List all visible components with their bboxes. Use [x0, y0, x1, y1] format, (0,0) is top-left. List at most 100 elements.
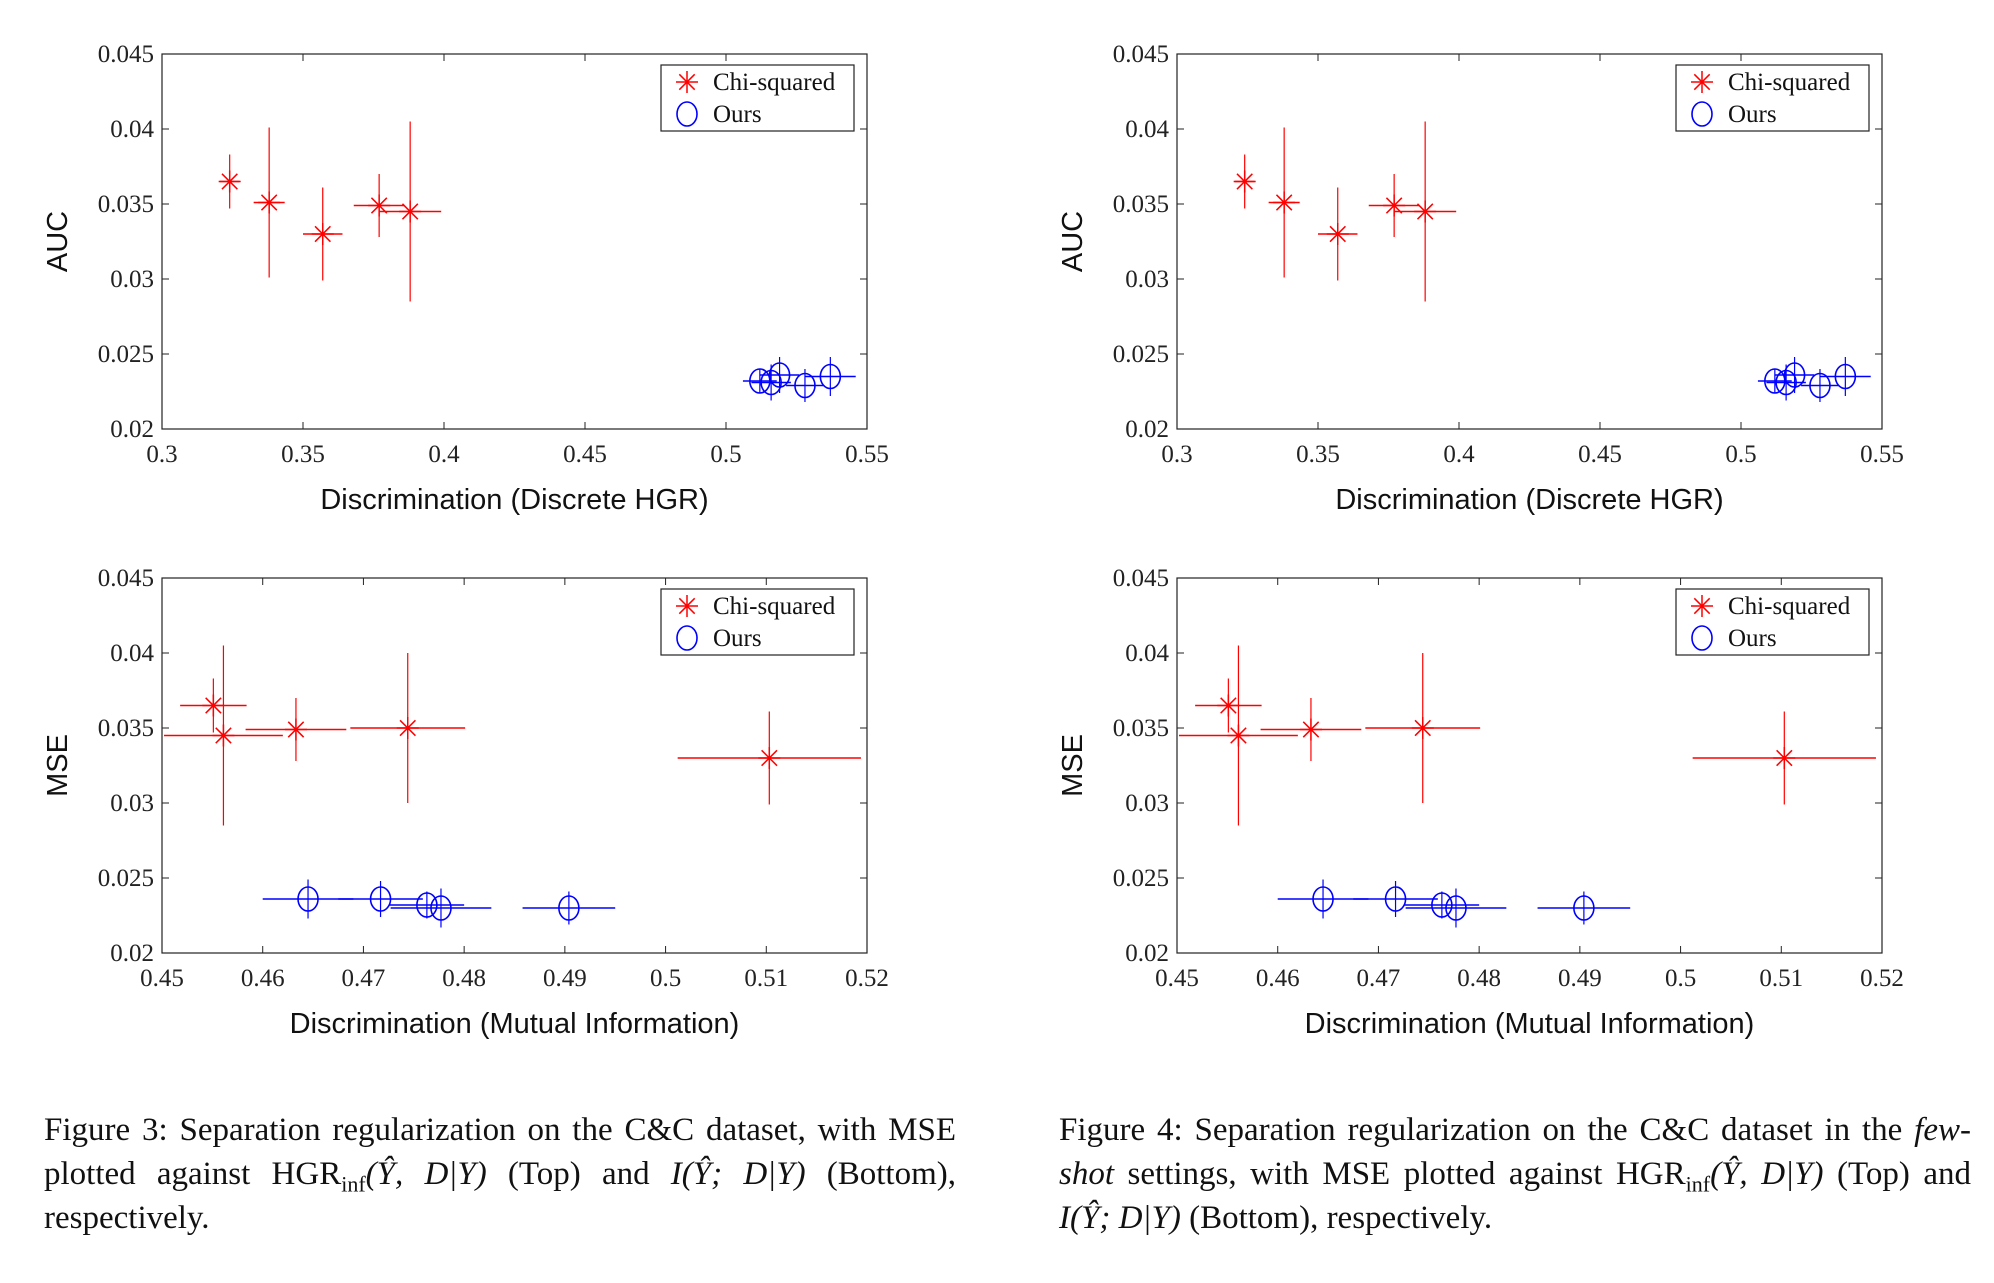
y-tick-label: 0.045 [98, 41, 154, 68]
asterisk-marker [284, 718, 307, 741]
x-tick-label: 0.52 [845, 965, 889, 992]
asterisk-stroke [221, 173, 238, 190]
y-axis-label: AUC [1057, 211, 1089, 272]
asterisk-marker [758, 747, 781, 769]
asterisk-marker [1227, 724, 1250, 747]
y-tick-label: 0.03 [110, 266, 154, 293]
asterisk-marker [212, 724, 235, 747]
caption-math-subscript: inf [1685, 1171, 1711, 1197]
caption-text: Figure 3: Separation regularization on t… [44, 1112, 956, 1192]
asterisk-marker [1233, 170, 1256, 193]
asterisk-stroke [1329, 225, 1346, 243]
x-tick-label: 0.52 [1860, 965, 1904, 992]
circle-marker [416, 892, 438, 918]
circle-marker [819, 363, 842, 390]
y-tick-label: 0.02 [1125, 940, 1169, 967]
caption-math-mi: I(Ŷ; D|Y) [1059, 1200, 1181, 1236]
y-tick-label: 0.025 [98, 341, 154, 368]
asterisk-stroke [1414, 719, 1431, 737]
circle-marker [676, 625, 698, 651]
caption-math-args: (Ŷ, D|Y) [365, 1156, 487, 1192]
data-point [1260, 698, 1362, 761]
y-tick-label: 0.04 [1125, 116, 1169, 143]
x-tick-label: 0.45 [1155, 965, 1199, 992]
asterisk-stroke [1220, 697, 1237, 714]
asterisk-stroke [1693, 597, 1711, 615]
circle-marker [1573, 895, 1595, 921]
data-point [180, 678, 247, 733]
y-tick-label: 0.02 [110, 416, 154, 443]
x-axis-label: Discrimination (Discrete HGR) [320, 484, 708, 516]
series-ours [262, 879, 616, 928]
asterisk-stroke [1275, 194, 1293, 211]
x-tick-label: 0.47 [342, 965, 386, 992]
asterisk-stroke [401, 203, 419, 220]
x-axis-label: Discrimination (Discrete HGR) [1335, 484, 1723, 516]
asterisk-marker [399, 200, 422, 223]
y-tick-label: 0.03 [110, 790, 154, 817]
data-point [350, 653, 466, 803]
y-tick-label: 0.03 [1125, 790, 1169, 817]
y-tick-label: 0.035 [1113, 715, 1169, 742]
data-point [218, 154, 241, 209]
series-chi-squared [1179, 645, 1876, 826]
circle-marker [1783, 362, 1806, 388]
circle-marker [297, 886, 319, 912]
caption-text: (Bottom), respectively. [1180, 1200, 1493, 1236]
chart-fig3-top: 0.3 0.35 0.4 0.45 0.5 0.55 0.02 0.025 0.03 0.035 0… [42, 41, 889, 516]
asterisk-marker [676, 595, 698, 617]
x-axis-label: Discrimination (Mutual Information) [290, 1008, 740, 1040]
asterisk-stroke [205, 697, 222, 714]
legend-label: Chi-squared [1728, 593, 1851, 620]
y-tick-label: 0.04 [1125, 640, 1169, 667]
circle-marker [1691, 625, 1713, 651]
figure-4-caption: Figure 4: Separation regularization on t… [1059, 1108, 1971, 1240]
x-tick-label: 0.55 [1860, 441, 1904, 468]
asterisk-stroke [678, 73, 696, 91]
y-tick-label: 0.035 [98, 715, 154, 742]
y-tick-label: 0.045 [1113, 41, 1169, 68]
x-axis-label: Discrimination (Mutual Information) [1305, 1008, 1755, 1040]
circle-marker [1809, 372, 1831, 399]
x-tick-label: 0.35 [281, 441, 325, 468]
x-tick-label: 0.51 [744, 965, 788, 992]
x-tick-label: 0.49 [543, 965, 587, 992]
x-tick-label: 0.48 [442, 965, 486, 992]
data-point [1233, 154, 1256, 209]
asterisk-stroke [370, 197, 388, 214]
series-ours [1277, 879, 1631, 928]
caption-math-hgr: HGR [271, 1156, 342, 1192]
x-tick-label: 0.46 [241, 965, 285, 992]
circle-marker [430, 895, 452, 921]
asterisk-stroke [399, 719, 416, 737]
caption-text: (Bottom), respectively. [44, 1156, 957, 1236]
asterisk-stroke [260, 194, 278, 211]
data-point [1179, 645, 1298, 826]
x-tick-label: 0.46 [1256, 965, 1300, 992]
y-tick-label: 0.04 [110, 640, 154, 667]
series-chi-squared [164, 645, 861, 826]
data-point [1405, 888, 1507, 928]
x-tick-label: 0.3 [1161, 441, 1192, 468]
legend: Chi-squared Ours [660, 64, 855, 132]
y-tick-label: 0.04 [110, 116, 154, 143]
data-point [1404, 891, 1480, 919]
x-tick-label: 0.55 [845, 441, 889, 468]
asterisk-stroke [1230, 727, 1247, 744]
y-tick-label: 0.025 [98, 865, 154, 892]
asterisk-stroke [287, 721, 305, 738]
asterisk-marker [676, 71, 698, 93]
asterisk-stroke [1385, 197, 1403, 214]
legend-label: Ours [713, 625, 762, 652]
data-point [804, 357, 856, 396]
circle-marker [369, 886, 392, 912]
data-point [390, 888, 492, 928]
x-tick-label: 0.45 [140, 965, 184, 992]
data-point [1368, 174, 1420, 237]
x-tick-label: 0.35 [1296, 441, 1340, 468]
asterisk-marker [1273, 191, 1296, 214]
chart-fig3-bottom: 0.45 0.46 0.47 0.48 0.49 0.5 0.51 0.52 0.02 0.025… [42, 565, 889, 1040]
asterisk-marker [1691, 595, 1713, 617]
asterisk-stroke [314, 225, 331, 243]
